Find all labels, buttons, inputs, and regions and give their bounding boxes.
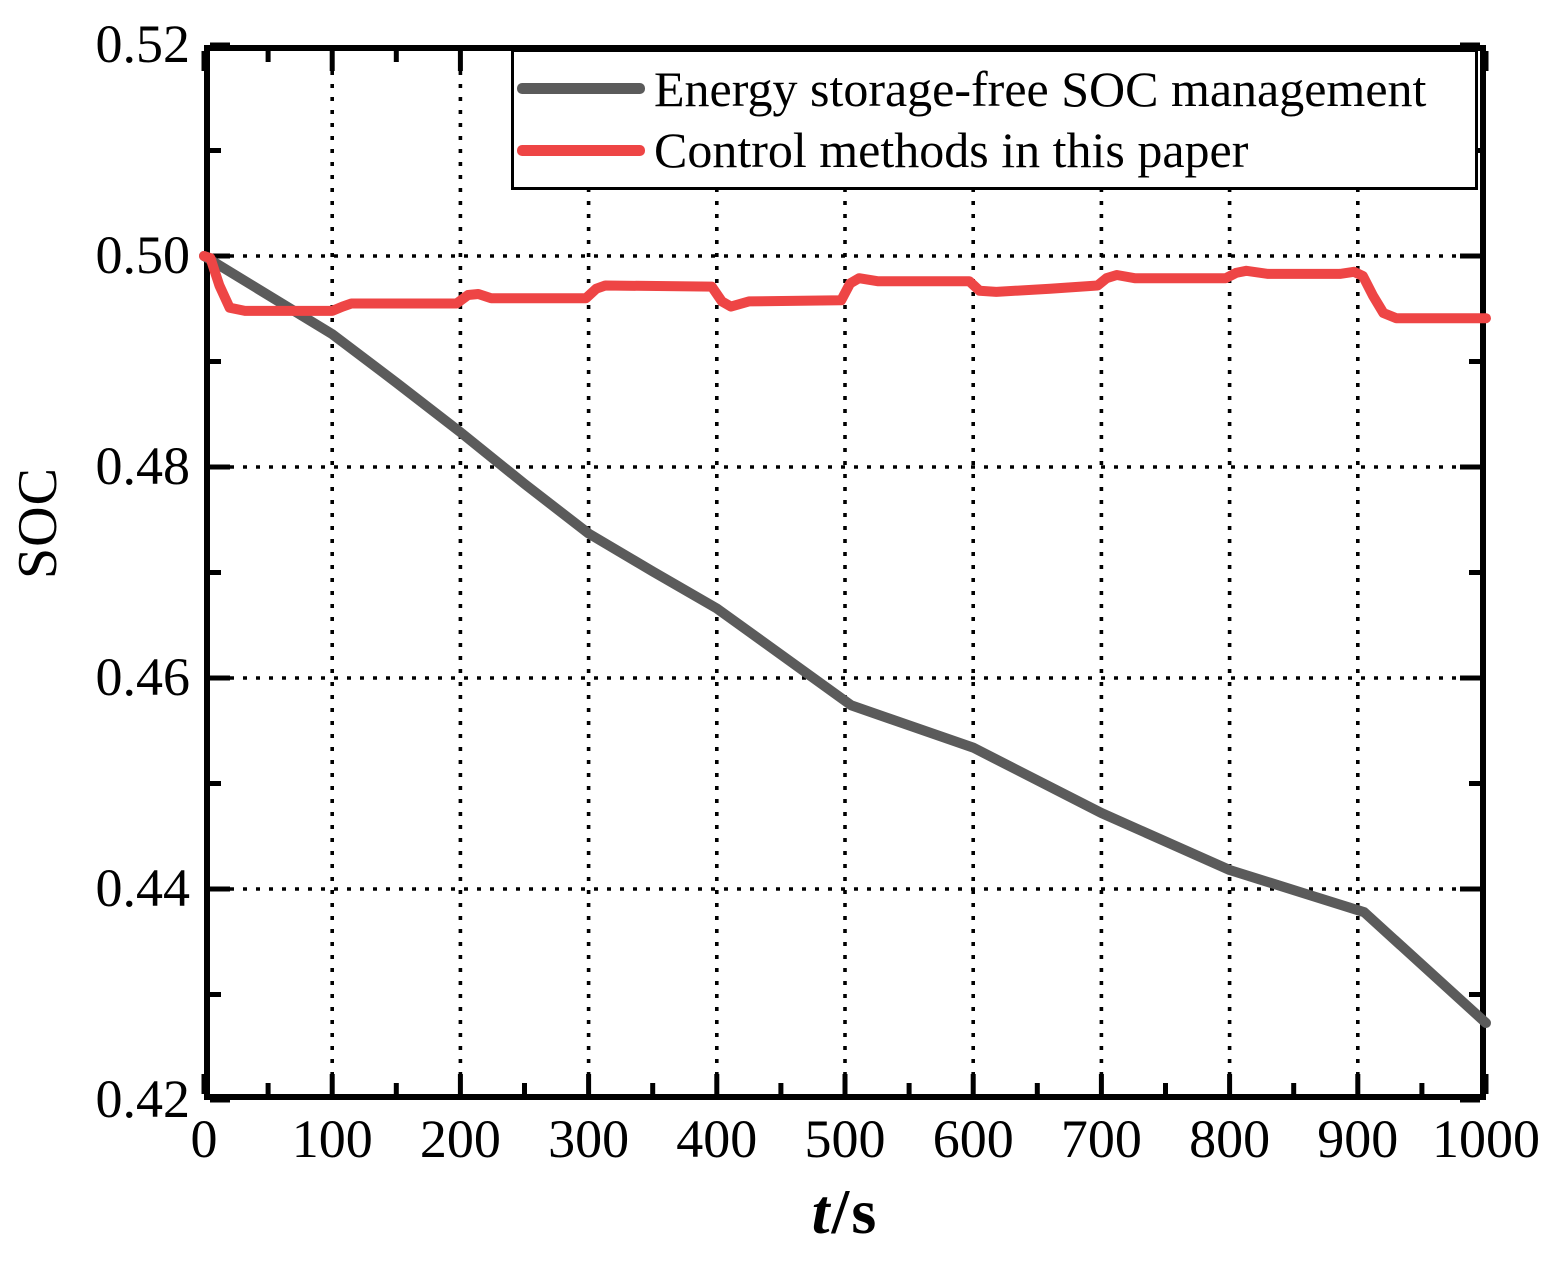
x-axis-label-unit: /s [831, 1176, 879, 1247]
red-line-swatch [517, 144, 645, 156]
series-line-0 [199, 251, 1491, 1028]
y-tick-label: 0.44 [95, 857, 191, 918]
x-axis-label-symbol: t [811, 1176, 832, 1247]
legend-label-red: Control methods in this paper [654, 122, 1249, 179]
x-tick-label: 500 [804, 1109, 886, 1169]
x-tick-label: 0 [190, 1109, 218, 1169]
x-tick-label: 800 [1189, 1109, 1271, 1169]
x-tick-label: 600 [932, 1109, 1014, 1169]
legend: Energy storage-free SOC management Contr… [511, 49, 1478, 190]
x-tick-label: 900 [1317, 1109, 1399, 1169]
x-tick-label: 700 [1060, 1109, 1142, 1169]
series-line-1 [199, 251, 1491, 324]
gray-line-swatch [517, 83, 645, 95]
x-tick-label: 1000 [1432, 1109, 1540, 1169]
x-axis-label: t/s [812, 1180, 878, 1244]
legend-item-gray: Energy storage-free SOC management [514, 64, 1475, 114]
y-tick-label: 0.48 [95, 435, 191, 496]
y-tick-label: 0.50 [95, 224, 191, 285]
legend-label-gray: Energy storage-free SOC management [654, 60, 1427, 117]
x-tick-label: 400 [676, 1109, 758, 1169]
axes-frame [204, 45, 1486, 1100]
y-tick-label: 0.46 [95, 646, 191, 707]
x-tick-label: 200 [419, 1109, 501, 1169]
x-tick-label: 100 [291, 1109, 373, 1169]
x-tick-label: 300 [548, 1109, 630, 1169]
y-axis-label: SOC [7, 467, 69, 579]
legend-item-red: Control methods in this paper [514, 125, 1475, 175]
y-tick-label: 0.42 [95, 1068, 191, 1129]
y-tick-label: 0.52 [95, 13, 191, 74]
